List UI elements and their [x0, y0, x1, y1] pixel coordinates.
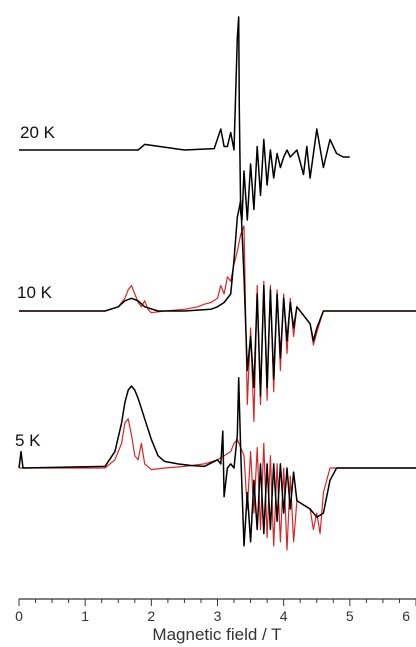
- x-tick-label: 3: [214, 608, 222, 624]
- spectrum-panel: 20 K: [19, 16, 350, 221]
- experiment-trace: [19, 199, 416, 397]
- temperature-label: 5 K: [15, 431, 41, 450]
- x-tick-label: 5: [346, 608, 354, 624]
- x-axis-title: Magnetic field / T: [152, 625, 281, 644]
- x-tick-label: 1: [81, 608, 89, 624]
- experiment-trace: [19, 16, 350, 221]
- temperature-label: 20 K: [20, 123, 56, 142]
- simulation-trace: [19, 418, 416, 551]
- experiment-trace: [18, 377, 416, 547]
- spectrum-panel: 10 K: [17, 199, 416, 423]
- x-tick-label: 0: [15, 608, 23, 624]
- x-tick-label: 6: [402, 608, 410, 624]
- spectrum-panel: 5 K: [15, 377, 416, 551]
- simulation-trace: [19, 225, 416, 423]
- x-axis: 0 1 2 3 4 5 6: [15, 598, 416, 624]
- x-tick-label: 2: [147, 608, 155, 624]
- x-tick-label: 4: [280, 608, 288, 624]
- trace-group: 20 K 10 K 5 K: [15, 16, 416, 551]
- temperature-label: 10 K: [17, 283, 53, 302]
